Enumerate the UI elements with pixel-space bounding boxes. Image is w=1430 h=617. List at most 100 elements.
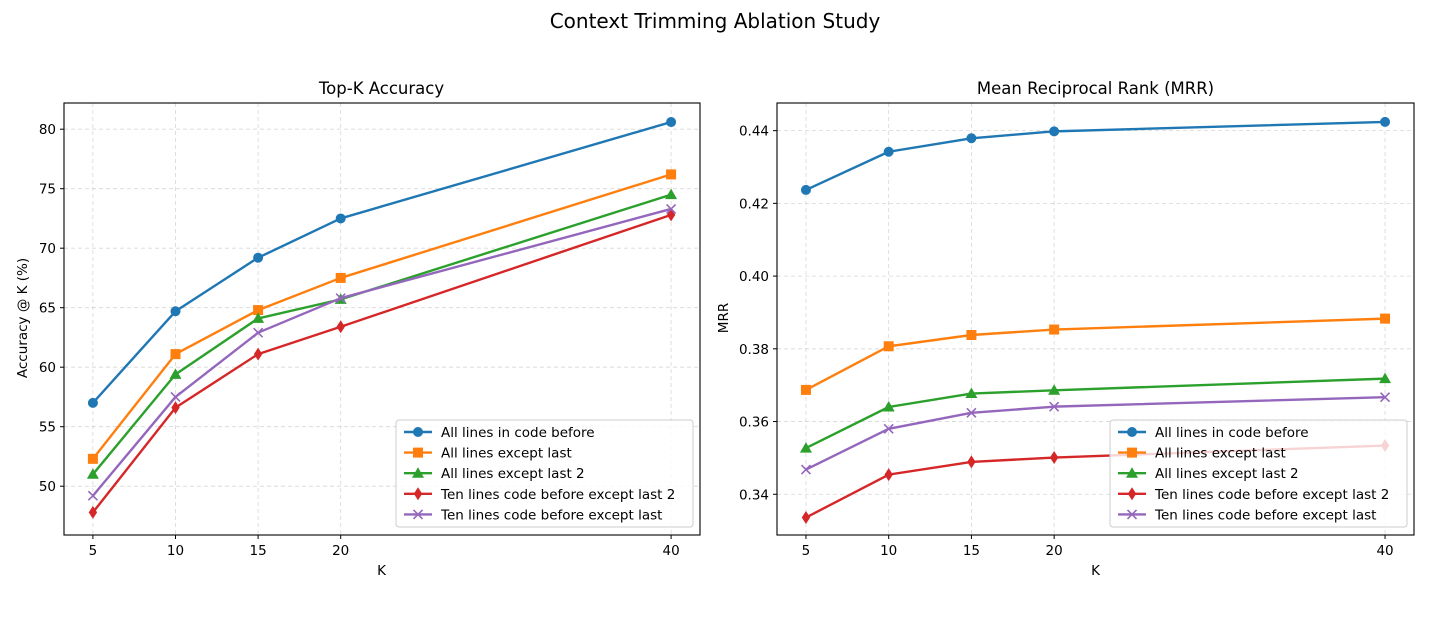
mrr-chart: Mean Reciprocal Rank (MRR) K MRR 5 10 15 20… xyxy=(716,79,1415,579)
accuracy-ytick-label: 80 xyxy=(39,122,56,138)
mrr-legend-swatch-marker xyxy=(1127,487,1137,501)
mrr-series-0-point xyxy=(800,184,811,195)
mrr-series-2-point xyxy=(1048,384,1061,395)
accuracy-xtick-label: 15 xyxy=(250,543,267,559)
mrr-ytick-label: 0.38 xyxy=(739,342,769,358)
accuracy-legend: All lines in code before All lines except… xyxy=(395,419,694,528)
mrr-ytick-label: 0.40 xyxy=(739,269,769,285)
mrr-series-2-point xyxy=(965,387,978,399)
accuracy-legend-swatch-marker xyxy=(412,467,424,478)
mrr-legend-box xyxy=(1109,419,1408,528)
mrr-series-2-point xyxy=(799,442,812,453)
accuracy-ytick-label: 55 xyxy=(39,420,56,436)
accuracy-legend-swatch-marker xyxy=(413,487,423,501)
mrr-axes-frame xyxy=(776,102,1415,536)
accuracy-ytick-label: 65 xyxy=(39,301,56,317)
mrr-xtick-label: 15 xyxy=(963,543,980,559)
mrr-legend-label: All lines in code before xyxy=(1155,425,1309,441)
mrr-series-1-point xyxy=(883,341,894,352)
mrr-chart-title: Mean Reciprocal Rank (MRR) xyxy=(977,79,1214,98)
mrr-series-4-point xyxy=(1379,392,1391,403)
accuracy-series-2-point xyxy=(665,188,678,200)
mrr-series-2-point xyxy=(882,401,895,412)
mrr-chart-plot-area: 5 10 15 20 40 0.34 0.36 0.38 0.40 0.42 0.44 All lin… xyxy=(739,102,1415,559)
accuracy-series-3-point xyxy=(171,401,180,415)
accuracy-legend-box xyxy=(395,419,694,528)
accuracy-series-2-point xyxy=(252,312,265,323)
accuracy-xtick-label: 40 xyxy=(662,543,679,559)
accuracy-chart-title: Top-K Accuracy xyxy=(318,79,444,98)
accuracy-ytick-label: 75 xyxy=(39,182,56,198)
accuracy-series-3-point xyxy=(88,505,98,519)
mrr-series-0-point xyxy=(1049,126,1060,137)
mrr-series-1-point xyxy=(800,384,811,395)
mrr-ytick-label: 0.42 xyxy=(739,196,769,212)
accuracy-series-1-point xyxy=(666,169,677,180)
mrr-series-line-0 xyxy=(805,120,1386,191)
mrr-series-1-point xyxy=(966,330,977,340)
accuracy-series-4-point xyxy=(87,490,98,501)
accuracy-series-2-point xyxy=(169,368,182,379)
accuracy-chart-plot-area: 5 10 15 20 40 50 55 60 65 70 75 80 All lines in code… xyxy=(39,102,701,559)
accuracy-series-4-point xyxy=(253,327,264,338)
figure-suptitle: Context Trimming Ablation Study xyxy=(550,9,881,33)
mrr-series-4-point xyxy=(800,464,812,475)
mrr-series-0-point xyxy=(883,146,894,157)
mrr-series-3-point xyxy=(884,468,893,482)
mrr-chart-ylabel: MRR xyxy=(716,303,732,333)
accuracy-legend-swatch-marker xyxy=(412,509,424,520)
accuracy-series-3-point xyxy=(253,347,263,361)
accuracy-legend-label: All lines in code before xyxy=(441,425,595,441)
accuracy-series-0-point xyxy=(335,213,346,224)
accuracy-xtick-label: 20 xyxy=(332,543,349,559)
accuracy-xtick-label: 10 xyxy=(167,543,184,559)
accuracy-legend-label: Ten lines code before except last xyxy=(440,507,662,523)
mrr-ytick-label: 0.34 xyxy=(739,487,769,503)
mrr-series-4-point xyxy=(1049,401,1060,412)
accuracy-series-4-point xyxy=(170,391,181,403)
accuracy-series-0-point xyxy=(666,117,677,128)
accuracy-series-4-point xyxy=(335,293,346,304)
mrr-series-2-point xyxy=(1379,372,1392,384)
mrr-series-1-point xyxy=(1049,324,1060,335)
accuracy-series-0-point xyxy=(253,252,264,263)
mrr-xtick-label: 5 xyxy=(802,543,811,559)
mrr-xtick-label: 40 xyxy=(1376,543,1393,559)
accuracy-series-line-0 xyxy=(92,120,672,404)
mrr-legend-swatch-marker xyxy=(1126,467,1138,478)
mrr-legend-swatch-marker xyxy=(1127,447,1137,458)
accuracy-series-2-point xyxy=(86,468,99,479)
mrr-legend-label: Ten lines code before except last 2 xyxy=(1154,487,1389,503)
accuracy-series-0-point xyxy=(170,306,181,317)
mrr-series-4-point xyxy=(883,423,894,434)
mrr-series-3-point xyxy=(967,455,976,469)
mrr-series-3-point xyxy=(801,511,811,525)
accuracy-chart-xlabel: K xyxy=(377,563,387,579)
accuracy-ytick-label: 70 xyxy=(39,241,56,257)
mrr-legend-swatch-marker xyxy=(1126,509,1138,520)
mrr-series-3-point xyxy=(1049,451,1059,465)
mrr-series-4-point xyxy=(966,407,977,418)
accuracy-xtick-label: 5 xyxy=(89,543,98,559)
accuracy-series-1-point xyxy=(170,349,181,360)
accuracy-legend-swatch-marker xyxy=(413,427,423,437)
accuracy-legend-swatch-marker xyxy=(413,447,423,458)
mrr-legend-label: Ten lines code before except last xyxy=(1154,507,1376,523)
mrr-legend-label: All lines except last xyxy=(1155,446,1286,462)
mrr-series-line-1 xyxy=(805,317,1386,391)
accuracy-series-line-1 xyxy=(91,173,672,460)
mrr-xtick-label: 10 xyxy=(880,543,897,559)
accuracy-series-0-point xyxy=(87,397,98,408)
accuracy-series-4-point xyxy=(666,203,677,214)
accuracy-legend-label: Ten lines code before except last 2 xyxy=(440,487,675,503)
mrr-xtick-label: 20 xyxy=(1046,543,1063,559)
mrr-series-0-point xyxy=(966,133,977,144)
accuracy-series-1-point xyxy=(335,272,346,283)
accuracy-ytick-label: 50 xyxy=(39,479,56,495)
mrr-legend: All lines in code before All lines except… xyxy=(1109,419,1408,528)
mrr-series-1-point xyxy=(1380,313,1391,324)
accuracy-series-3-point xyxy=(336,320,345,334)
mrr-legend-swatch-marker xyxy=(1127,427,1137,437)
mrr-chart-xlabel: K xyxy=(1091,563,1101,579)
